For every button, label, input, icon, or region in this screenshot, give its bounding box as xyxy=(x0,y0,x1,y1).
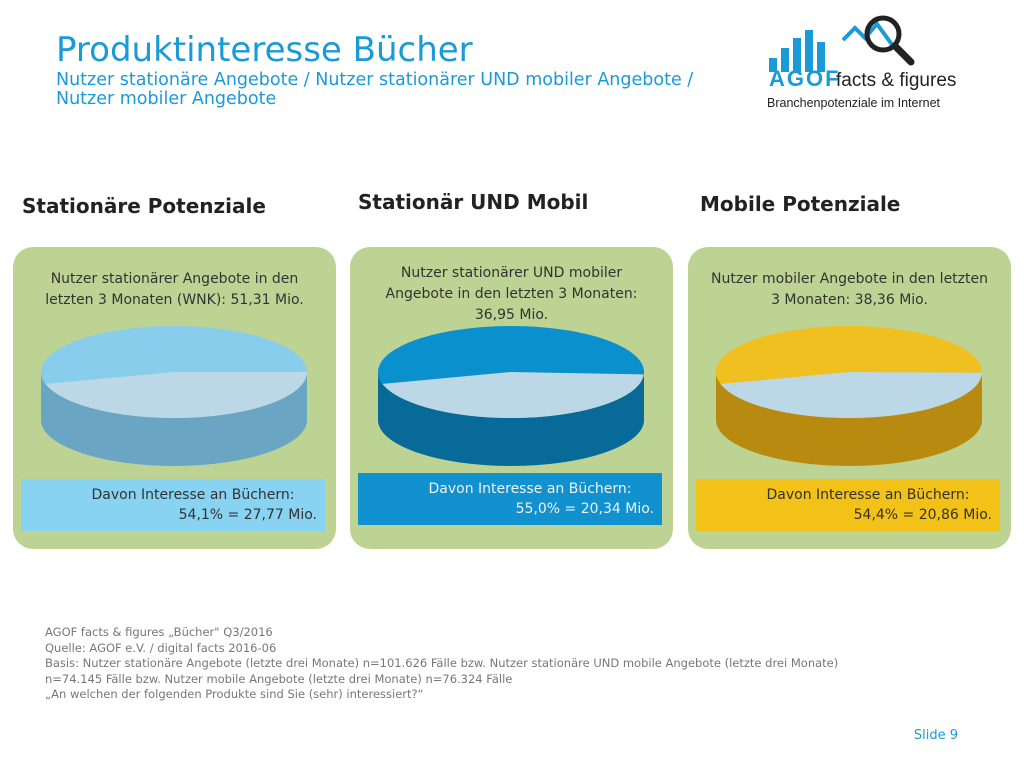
panel-stationary-and-mobile: Nutzer stationärer UND mobiler Angebote … xyxy=(350,247,673,549)
result-label: Davon Interesse an Büchern: xyxy=(766,487,970,503)
source-line: „An welchen der folgenden Produkte sind … xyxy=(45,687,424,701)
pie-side-wall xyxy=(716,372,982,466)
agof-logo-icon xyxy=(769,15,915,72)
pie-slice-rest xyxy=(720,372,982,418)
panel-description: Nutzer stationärer Angebote in den letzt… xyxy=(45,271,304,308)
column-heading-stationary: Stationäre Potenziale xyxy=(22,194,266,218)
result-value: 55,0% = 20,34 Mio. xyxy=(515,501,654,517)
panel-stationary: Nutzer stationärer Angebote in den letzt… xyxy=(13,247,336,549)
result-value: 54,1% = 27,77 Mio. xyxy=(178,507,317,523)
pie-side-wall xyxy=(41,372,307,466)
panel-mobile: Nutzer mobiler Angebote in den letzten 3… xyxy=(688,247,1011,549)
pie-chart xyxy=(41,326,308,466)
result-box: Davon Interesse an Büchern: 54,1% = 27,7… xyxy=(21,479,325,531)
pie-side-wall xyxy=(378,372,644,466)
pie-chart xyxy=(378,325,644,466)
page-title: Produktinteresse Bücher xyxy=(56,30,473,70)
source-line: Basis: Nutzer stationäre Angebote (letzt… xyxy=(45,656,839,670)
pie-chart xyxy=(716,326,982,466)
page-subtitle: Nutzer stationäre Angebote / Nutzer stat… xyxy=(56,71,796,109)
slide-number: Slide 9 xyxy=(913,728,958,743)
result-value: 54,4% = 20,86 Mio. xyxy=(853,507,992,523)
result-box: Davon Interesse an Büchern: 54,4% = 20,8… xyxy=(696,479,1000,531)
source-line: AGOF facts & figures „Bücher" Q3/2016 xyxy=(45,625,273,639)
result-box: Davon Interesse an Büchern: 55,0% = 20,3… xyxy=(358,473,662,525)
pie-slice-interest xyxy=(716,326,982,384)
logo-brand: AGOF xyxy=(769,66,841,91)
pie-slice-rest xyxy=(45,371,308,419)
pie-slice-interest xyxy=(41,326,307,384)
logo-tagline: Branchenpotenziale im Internet xyxy=(767,96,941,110)
logo-product: facts & figures xyxy=(836,70,957,91)
source-line: n=74.145 Fälle bzw. Nutzer mobile Angebo… xyxy=(45,671,513,686)
pie-slice-rest xyxy=(382,372,644,418)
source-line: Quelle: AGOF e.V. / digital facts 2016-0… xyxy=(45,640,277,655)
subtitle-line-1: Nutzer stationäre Angebote / Nutzer stat… xyxy=(56,70,694,90)
panel-description: Nutzer stationärer UND mobiler Angebote … xyxy=(385,265,638,323)
column-heading-mobile: Mobile Potenziale xyxy=(700,192,901,216)
result-label: Davon Interesse an Büchern: xyxy=(428,481,632,497)
result-label: Davon Interesse an Büchern: xyxy=(91,487,295,503)
pie-slice-interest xyxy=(378,325,644,384)
subtitle-line-2: Nutzer mobiler Angebote xyxy=(56,89,277,109)
column-heading-stationary-and-mobile: Stationär UND Mobil xyxy=(358,190,589,214)
panel-description: Nutzer mobiler Angebote in den letzten 3… xyxy=(711,271,988,308)
source-notes: AGOF facts & figures „Bücher" Q3/2016 Qu… xyxy=(45,625,985,703)
